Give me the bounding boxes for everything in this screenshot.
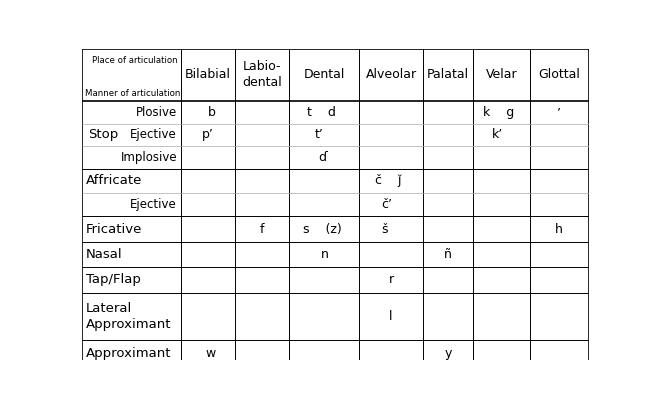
Text: ñ: ñ [444,248,452,261]
Text: Palatal: Palatal [427,68,469,81]
Text: Bilabial: Bilabial [185,68,231,81]
Text: Affricate: Affricate [86,174,142,187]
Text: ɗ: ɗ [318,151,328,164]
Text: Alveolar: Alveolar [366,68,417,81]
Text: Implosive: Implosive [120,151,177,164]
Text: f: f [260,223,265,236]
Text: Fricative: Fricative [86,223,142,236]
Text: č    ǰ: č ǰ [375,174,401,187]
Text: Ejective: Ejective [130,198,177,211]
Text: Glottal: Glottal [538,68,580,81]
Text: ’: ’ [557,106,561,119]
Text: Approximant: Approximant [86,347,171,360]
Text: š: š [382,223,388,236]
Text: Dental: Dental [303,68,345,81]
Text: Velar: Velar [486,68,517,81]
Text: n: n [320,248,328,261]
Text: l: l [389,310,392,323]
Text: Plosive: Plosive [136,106,177,119]
Text: Place of articulation: Place of articulation [92,56,178,65]
Text: č’: č’ [382,198,392,211]
Text: Nasal: Nasal [86,248,122,261]
Text: y: y [444,347,452,360]
Text: Manner of articulation: Manner of articulation [85,89,181,98]
Text: Tap/Flap: Tap/Flap [86,273,141,286]
Text: w: w [205,347,216,360]
Text: Lateral
Approximant: Lateral Approximant [86,302,171,331]
Text: t    d: t d [307,106,336,119]
Text: k’: k’ [492,128,504,141]
Text: t’: t’ [315,128,324,141]
Text: Ejective: Ejective [130,128,177,141]
Text: Labio-
dental: Labio- dental [243,60,282,89]
Text: h: h [555,223,563,236]
Text: k    g: k g [483,106,514,119]
Text: r: r [388,273,394,286]
Text: p’: p’ [202,128,214,141]
Text: s    (z): s (z) [303,223,342,236]
Text: Stop: Stop [88,128,118,141]
Text: b: b [208,106,216,119]
